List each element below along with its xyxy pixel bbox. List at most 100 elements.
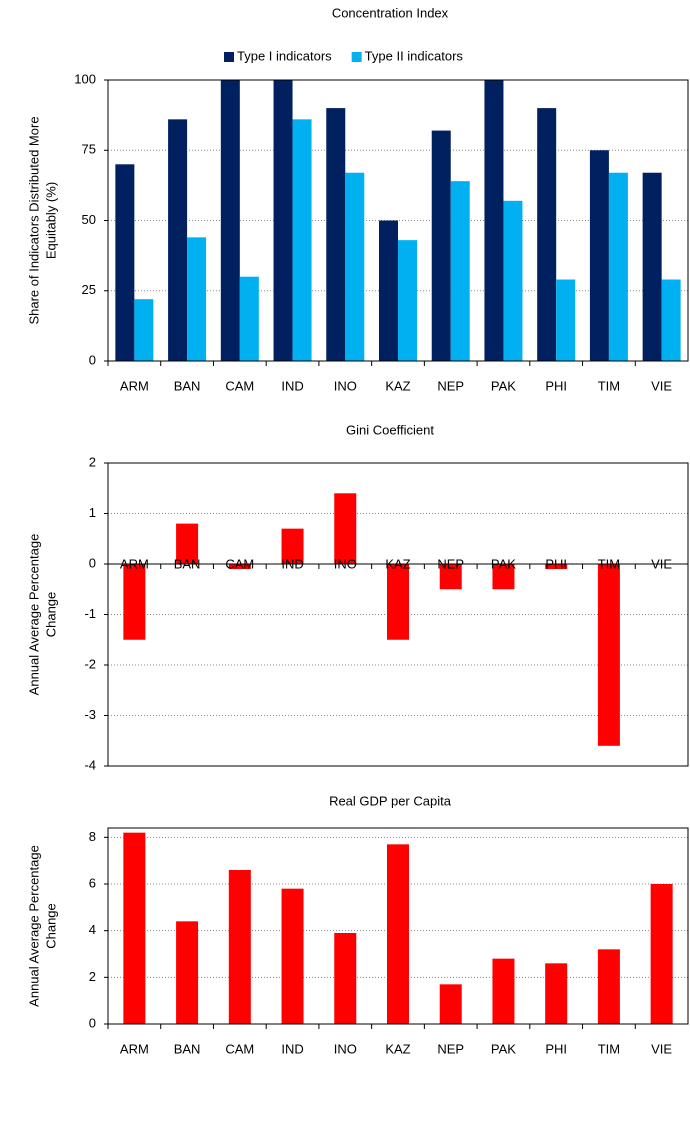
bar — [345, 172, 365, 361]
bar — [650, 884, 673, 1024]
x-tick-label: TIM — [598, 378, 620, 393]
bar — [608, 172, 628, 361]
y-axis-label: Equitably (%) — [43, 182, 58, 259]
bar — [661, 279, 681, 361]
x-tick-label: IND — [281, 378, 303, 393]
chart-title: Gini Coefficient — [346, 422, 434, 437]
y-tick-label: 1 — [89, 505, 96, 520]
x-tick-label: INO — [334, 556, 357, 571]
bar — [281, 528, 304, 564]
bar — [431, 130, 451, 361]
y-axis-label: Annual Average Percentage — [26, 845, 41, 1007]
x-tick-label: KAZ — [385, 378, 410, 393]
y-tick-label: -1 — [84, 606, 96, 621]
y-axis-label: Annual Average Percentage — [26, 534, 41, 696]
y-tick-label: 2 — [89, 969, 96, 984]
x-tick-label: INO — [334, 378, 357, 393]
bar — [484, 80, 504, 361]
x-tick-label: PAK — [491, 1041, 516, 1056]
y-tick-label: -2 — [84, 656, 96, 671]
x-tick-label: CAM — [225, 556, 254, 571]
y-tick-label: 2 — [89, 454, 96, 469]
bar — [398, 240, 417, 361]
x-tick-label: BAN — [174, 556, 201, 571]
bar — [273, 80, 293, 361]
x-tick-label: TIM — [598, 1041, 620, 1056]
x-tick-label: NEP — [437, 556, 464, 571]
bar — [545, 564, 568, 570]
x-tick-label: ARM — [120, 1041, 149, 1056]
y-tick-label: 0 — [89, 1015, 96, 1030]
bar — [439, 984, 462, 1024]
legend-swatch — [351, 52, 362, 62]
x-tick-label: IND — [281, 1041, 303, 1056]
bar — [492, 564, 515, 590]
y-tick-label: 0 — [89, 555, 96, 570]
bar — [492, 958, 515, 1024]
bar — [176, 921, 199, 1024]
legend-label: Type II indicators — [365, 48, 464, 63]
x-tick-label: NEP — [437, 1041, 464, 1056]
bar — [439, 564, 462, 590]
x-tick-label: KAZ — [385, 1041, 410, 1056]
y-tick-label: 8 — [89, 829, 96, 844]
y-tick-label: 75 — [82, 142, 96, 157]
x-tick-label: VIE — [651, 378, 672, 393]
x-tick-label: TIM — [598, 556, 620, 571]
x-tick-label: NEP — [437, 378, 464, 393]
bar — [220, 80, 240, 361]
bar — [556, 279, 576, 361]
bar — [123, 832, 146, 1024]
bar — [228, 564, 251, 570]
bar — [589, 150, 609, 361]
x-tick-label: BAN — [174, 1041, 201, 1056]
x-tick-label: PHI — [545, 556, 567, 571]
y-tick-label: 0 — [89, 352, 96, 367]
y-axis-label: Change — [43, 592, 58, 638]
plot-frame — [107, 462, 689, 767]
bar — [450, 181, 470, 361]
y-axis-label: Change — [43, 903, 58, 949]
x-tick-label: CAM — [225, 378, 254, 393]
y-tick-label: 4 — [89, 922, 96, 937]
y-tick-label: 100 — [74, 71, 96, 86]
chart-title: Real GDP per Capita — [329, 793, 452, 808]
x-tick-label: KAZ — [385, 556, 410, 571]
y-tick-label: 6 — [89, 875, 96, 890]
bar — [537, 108, 557, 361]
bar — [642, 172, 662, 361]
y-axis-label: Share of Indicators Distributed More — [26, 116, 41, 324]
y-tick-label: 25 — [82, 282, 96, 297]
bar — [503, 200, 523, 361]
bar — [334, 933, 357, 1024]
x-tick-label: VIE — [651, 556, 672, 571]
bar — [239, 276, 259, 361]
x-tick-label: PAK — [491, 378, 516, 393]
bar — [292, 119, 312, 361]
bar — [134, 299, 154, 361]
bar — [168, 119, 188, 361]
legend-label: Type I indicators — [237, 48, 332, 63]
x-tick-label: PAK — [491, 556, 516, 571]
bar — [281, 888, 304, 1024]
x-tick-label: PHI — [545, 378, 567, 393]
bar — [187, 237, 207, 361]
bar — [545, 963, 568, 1024]
x-tick-label: INO — [334, 1041, 357, 1056]
x-tick-label: ARM — [120, 556, 149, 571]
bar — [597, 564, 620, 746]
bar — [176, 523, 199, 564]
bar — [334, 493, 357, 564]
x-tick-label: CAM — [225, 1041, 254, 1056]
x-tick-label: ARM — [120, 378, 149, 393]
y-tick-label: 50 — [82, 212, 96, 227]
x-tick-label: VIE — [651, 1041, 672, 1056]
bar — [115, 164, 135, 361]
bar — [379, 220, 398, 361]
y-tick-label: -3 — [84, 707, 96, 722]
bar — [387, 844, 409, 1024]
y-tick-label: -4 — [84, 757, 96, 772]
bar — [326, 108, 346, 361]
legend-swatch — [224, 52, 234, 62]
bar — [123, 564, 146, 640]
